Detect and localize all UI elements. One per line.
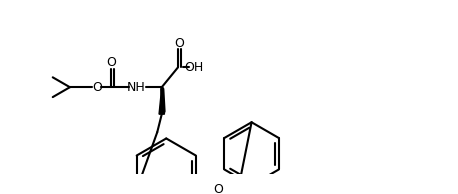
Text: O: O: [92, 81, 102, 94]
Polygon shape: [159, 87, 164, 114]
Text: O: O: [213, 183, 223, 194]
Text: O: O: [174, 37, 184, 50]
Text: OH: OH: [185, 61, 204, 74]
Text: O: O: [106, 56, 116, 69]
Text: NH: NH: [127, 81, 146, 94]
